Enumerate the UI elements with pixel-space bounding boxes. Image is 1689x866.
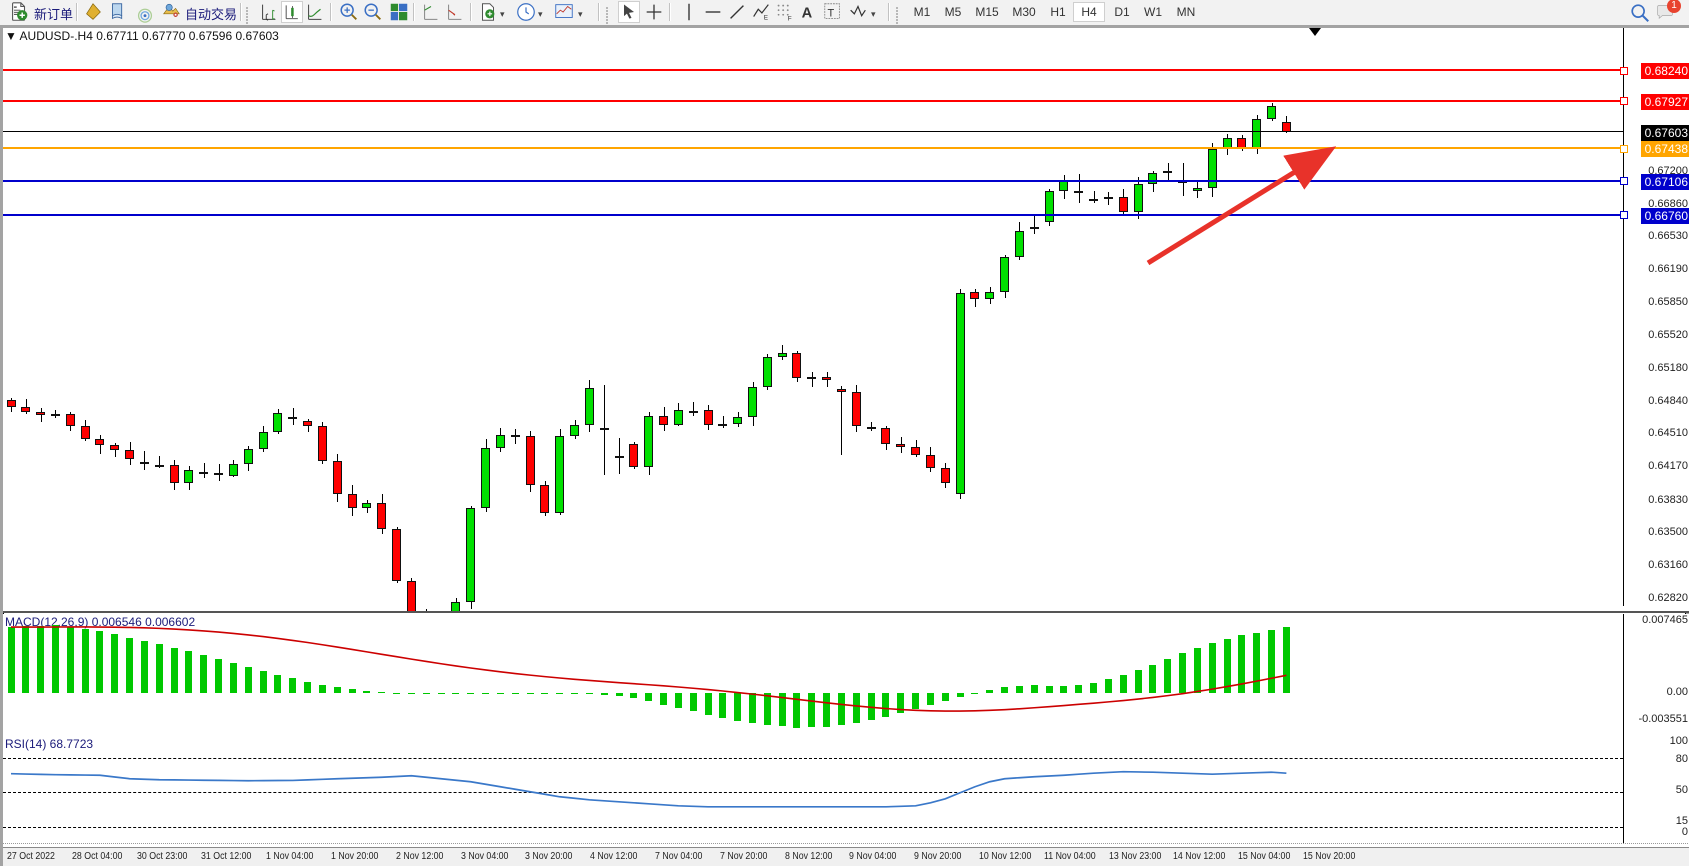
- svg-text:A: A: [802, 6, 813, 22]
- svg-text:T: T: [828, 8, 835, 20]
- svg-text:E: E: [764, 14, 768, 21]
- svg-text:F: F: [788, 15, 792, 22]
